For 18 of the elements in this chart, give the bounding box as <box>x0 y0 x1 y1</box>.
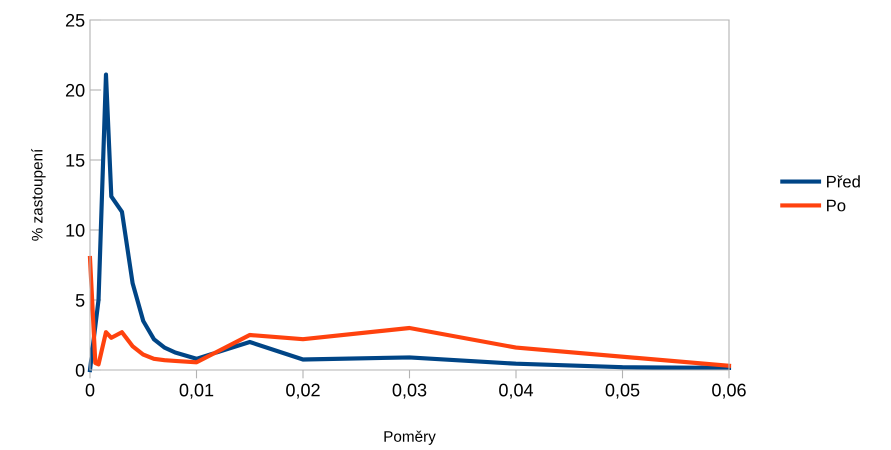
x-tick-label: 0,02 <box>286 384 320 399</box>
y-tick-label: 15 <box>66 154 84 167</box>
y-tick-label: 5 <box>76 294 84 307</box>
y-tick-label: 20 <box>66 84 84 97</box>
x-tick-label: 0,01 <box>180 384 214 399</box>
y-tick-label: 0 <box>76 364 84 377</box>
y-tick-label: 10 <box>66 224 84 237</box>
x-tick-label: 0,04 <box>499 384 534 399</box>
legend-label: Před <box>827 175 860 188</box>
x-tick-label: 0,06 <box>712 384 746 399</box>
legend-label: Po <box>827 200 846 212</box>
y-tick-label: 25 <box>66 14 84 27</box>
x-tick-label: 0 <box>86 384 94 396</box>
line-series <box>88 256 732 368</box>
x-axis-title: Poměry <box>384 430 436 445</box>
y-axis-title: % zastoupení <box>31 148 46 241</box>
x-tick-label: 0,05 <box>606 384 640 399</box>
x-tick-label: 0,03 <box>392 384 426 399</box>
